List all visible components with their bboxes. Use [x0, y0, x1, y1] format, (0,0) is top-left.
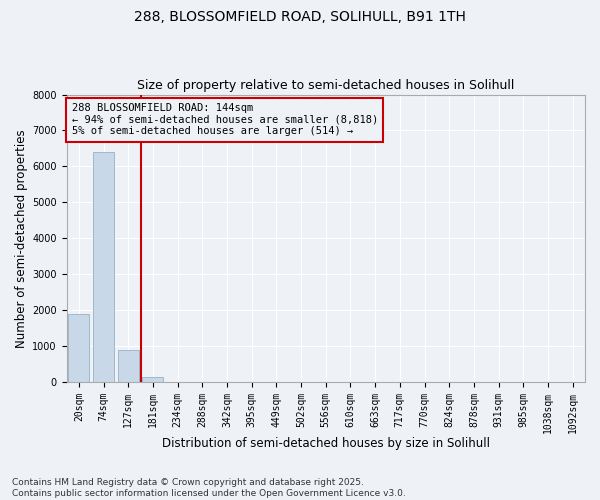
Text: Contains HM Land Registry data © Crown copyright and database right 2025.
Contai: Contains HM Land Registry data © Crown c… [12, 478, 406, 498]
Bar [68, 314, 89, 382]
Bar [93, 152, 114, 382]
Title: Size of property relative to semi-detached houses in Solihull: Size of property relative to semi-detach… [137, 79, 514, 92]
Y-axis label: Number of semi-detached properties: Number of semi-detached properties [15, 129, 28, 348]
Bar [118, 350, 139, 382]
Text: 288 BLOSSOMFIELD ROAD: 144sqm
← 94% of semi-detached houses are smaller (8,818)
: 288 BLOSSOMFIELD ROAD: 144sqm ← 94% of s… [71, 103, 378, 136]
Text: 288, BLOSSOMFIELD ROAD, SOLIHULL, B91 1TH: 288, BLOSSOMFIELD ROAD, SOLIHULL, B91 1T… [134, 10, 466, 24]
Bar [142, 376, 163, 382]
X-axis label: Distribution of semi-detached houses by size in Solihull: Distribution of semi-detached houses by … [162, 437, 490, 450]
